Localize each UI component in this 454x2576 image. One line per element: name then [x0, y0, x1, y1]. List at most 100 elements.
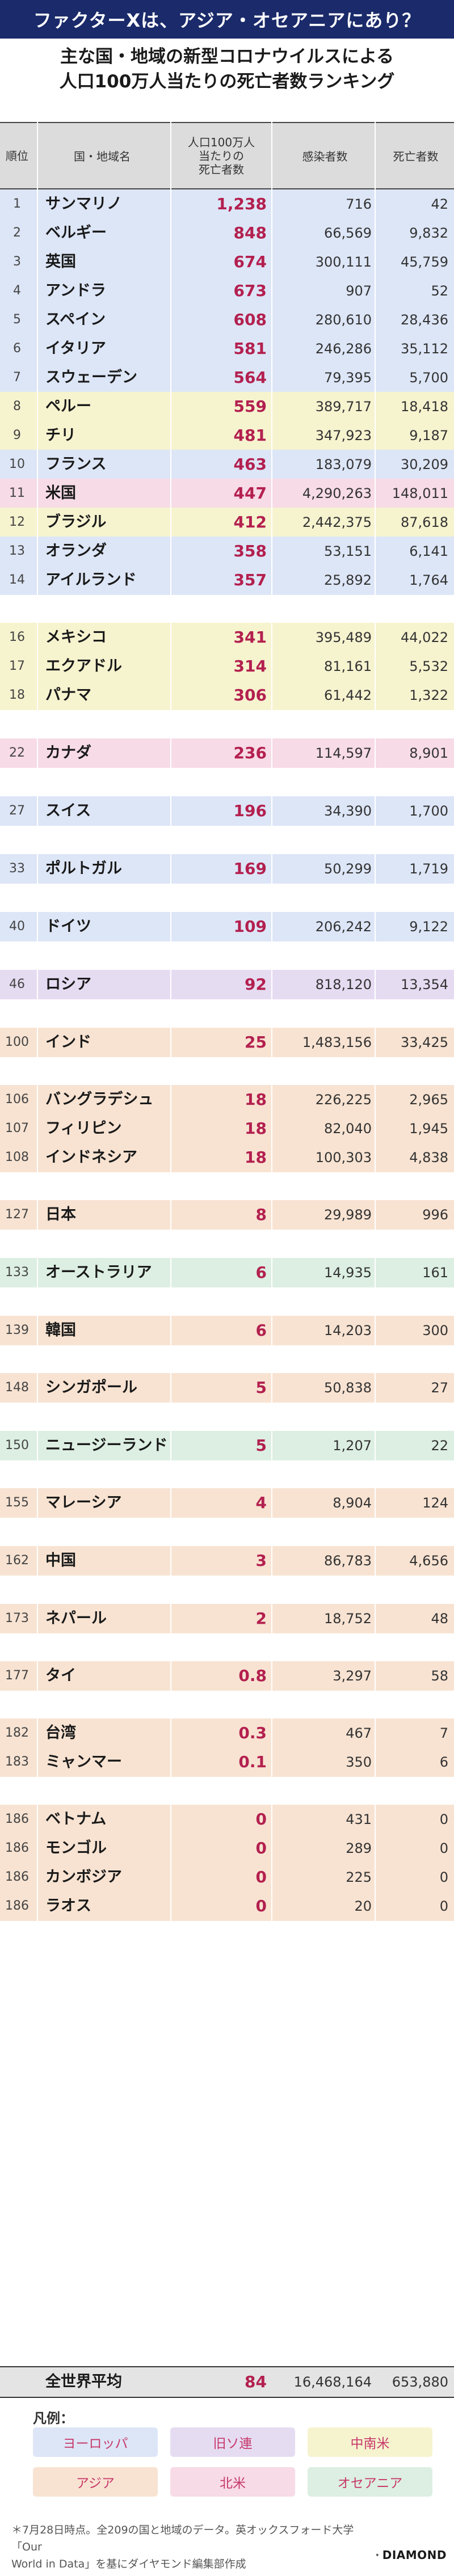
row-country-name: オーストラリア: [45, 1264, 152, 1281]
row-country-name: 台湾: [45, 1724, 76, 1742]
row-country-name: ネパール: [45, 1610, 107, 1627]
row-deaths-per-million: 0: [255, 1839, 267, 1857]
row-rank: 186: [5, 1812, 29, 1826]
row-country-name: カナダ: [45, 744, 91, 762]
row-cases: 25,892: [324, 572, 372, 588]
page-title: ファクターXは、アジア・オセアニアにあり？: [0, 0, 454, 39]
row-deaths-per-million: 412: [233, 513, 267, 531]
row-country-name: マレーシア: [45, 1494, 122, 1511]
row-country-name: ブラジル: [45, 513, 107, 531]
row-country-name: 英国: [45, 253, 76, 271]
row-deaths-per-million: 1,238: [216, 195, 267, 213]
row-country-name: ニュージーランド: [45, 1437, 168, 1454]
world-average-deaths: 653,880: [392, 2374, 448, 2390]
row-country-name: インドネシア: [45, 1148, 137, 1166]
row-deaths: 1,764: [409, 572, 448, 588]
table-row: 177 タイ 0.8 3,297 58: [0, 1661, 454, 1691]
chart-subtitle: 主な国・地域の新型コロナウイルスによる 人口100万人当たりの死亡者数ランキング: [0, 44, 454, 94]
row-cases: 14,935: [324, 1265, 372, 1281]
row-deaths-per-million: 8: [255, 1205, 267, 1224]
row-deaths-per-million: 25: [245, 1033, 267, 1051]
row-country-name: イタリア: [45, 340, 106, 357]
row-deaths: 1,700: [409, 803, 448, 819]
row-cases: 389,717: [315, 399, 372, 415]
row-cases: 431: [346, 1811, 372, 1827]
row-deaths-per-million: 92: [245, 975, 267, 994]
table-row: 162 中国 3 86,783 4,656: [0, 1546, 454, 1576]
row-rank: 10: [9, 457, 25, 471]
row-country-name: パナマ: [45, 686, 91, 704]
row-deaths-per-million: 673: [233, 281, 267, 300]
row-deaths-per-million: 559: [233, 397, 267, 416]
table-row: 4 アンドラ 673 907 52: [0, 276, 454, 306]
row-deaths: 6: [439, 1754, 448, 1770]
row-rank: 46: [9, 977, 25, 991]
row-deaths: 7: [439, 1725, 448, 1741]
row-country-name: タイ: [45, 1667, 76, 1684]
row-deaths: 22: [431, 1438, 448, 1454]
row-rank: 5: [13, 313, 21, 327]
row-rank: 27: [9, 804, 25, 818]
row-country-name: ミャンマー: [45, 1753, 122, 1771]
row-country-name: 韓国: [45, 1321, 76, 1339]
column-divider: [170, 122, 171, 1921]
row-deaths: 42: [431, 196, 448, 212]
row-country-name: ロシア: [45, 975, 91, 993]
row-country-name: メキシコ: [45, 628, 107, 646]
row-deaths-per-million: 447: [233, 484, 267, 502]
row-cases: 20: [354, 1898, 372, 1914]
table-row: 139 韓国 6 14,203 300: [0, 1316, 454, 1345]
row-deaths-per-million: 109: [233, 917, 267, 936]
row-country-name: アンドラ: [45, 282, 106, 299]
table-row: 14 アイルランド 357 25,892 1,764: [0, 565, 454, 595]
row-cases: 4,290,263: [302, 485, 372, 501]
world-average-row: 全世界平均 84 16,468,164 653,880: [0, 2366, 454, 2398]
legend-item-latin-america: 中南米: [308, 2427, 432, 2457]
row-deaths: 35,112: [401, 341, 448, 357]
row-rank: 139: [5, 1323, 29, 1337]
table-row: 27 スイス 196 34,390 1,700: [0, 796, 454, 826]
row-deaths: 9,187: [409, 428, 448, 444]
legend-item-asia: アジア: [33, 2467, 158, 2497]
row-cases: 29,989: [324, 1207, 372, 1223]
row-deaths: 28,436: [401, 312, 448, 328]
row-deaths-per-million: 306: [233, 686, 267, 704]
table-row: 22 カナダ 236 114,597 8,901: [0, 738, 454, 768]
row-deaths-per-million: 18: [245, 1119, 267, 1138]
row-cases: 350: [346, 1754, 372, 1770]
table-row: 106 バングラデシュ 18 226,225 2,965: [0, 1085, 454, 1114]
table-row: 186 ラオス 0 20 0: [0, 1891, 454, 1921]
row-deaths-per-million: 236: [233, 744, 267, 762]
table-row: 108 インドネシア 18 100,303 4,838: [0, 1143, 454, 1172]
row-deaths-per-million: 848: [233, 223, 267, 242]
row-cases: 716: [346, 196, 372, 212]
row-cases: 183,079: [315, 457, 372, 472]
row-cases: 61,442: [324, 687, 372, 703]
row-deaths-per-million: 0: [255, 1868, 267, 1886]
row-country-name: サンマリノ: [45, 195, 122, 213]
row-deaths: 33,425: [401, 1034, 448, 1050]
row-rank: 148: [5, 1380, 29, 1395]
row-cases: 206,242: [315, 919, 372, 935]
row-rank: 7: [13, 370, 21, 385]
row-rank: 4: [13, 284, 21, 298]
header-rate-line-1: 人口100万人: [187, 135, 255, 149]
header-cases: 感染者数: [302, 150, 348, 163]
row-deaths-per-million: 0: [255, 1810, 267, 1828]
column-divider: [375, 122, 376, 1921]
table-row: 18 パナマ 306 61,442 1,322: [0, 681, 454, 710]
row-deaths-per-million: 18: [245, 1148, 267, 1167]
row-cases: 114,597: [315, 745, 372, 761]
row-cases: 467: [346, 1725, 372, 1741]
column-divider: [37, 122, 38, 1921]
row-cases: 66,569: [324, 225, 372, 241]
header-rank: 順位: [6, 149, 28, 163]
world-average-cases: 16,468,164: [293, 2374, 372, 2390]
row-cases: 34,390: [324, 803, 372, 819]
row-country-name: インド: [45, 1033, 91, 1051]
row-rank: 186: [5, 1841, 29, 1855]
row-deaths-per-million: 314: [233, 657, 267, 675]
row-rank: 2: [13, 226, 21, 240]
row-cases: 1,207: [333, 1438, 372, 1454]
row-rank: 17: [9, 659, 25, 673]
